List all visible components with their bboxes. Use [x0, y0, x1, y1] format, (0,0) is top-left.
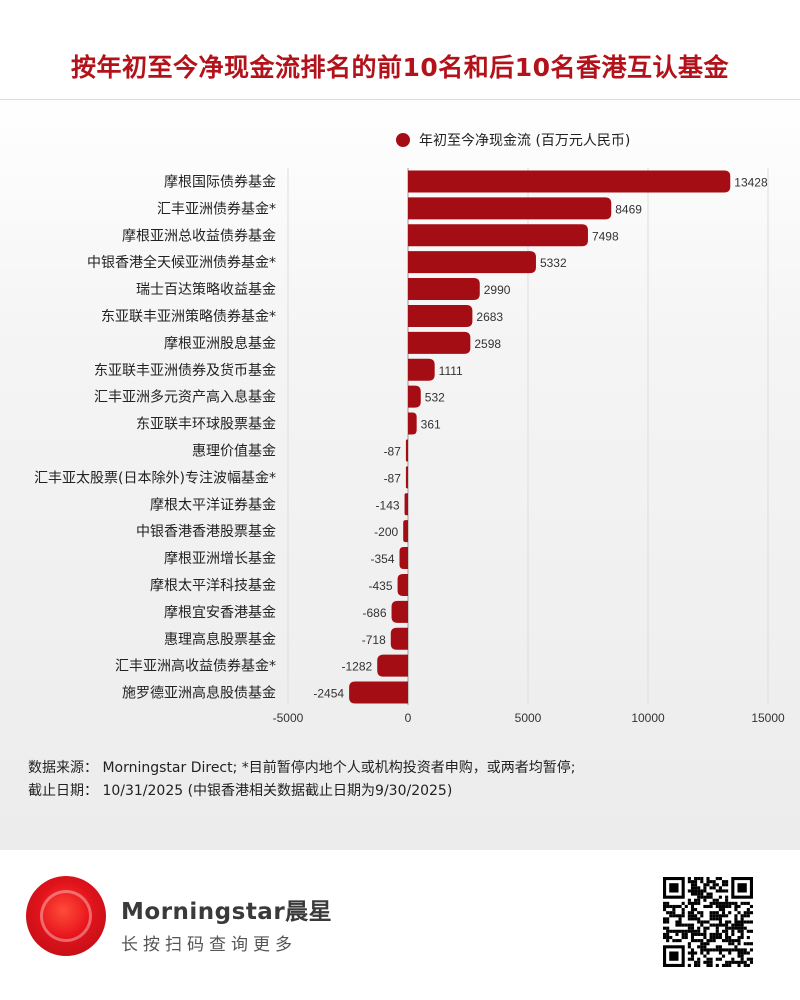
category-label: 东亚联丰环球股票基金 [136, 416, 276, 433]
bar [408, 412, 417, 435]
page-title: 按年初至今净现金流排名的前10名和后10名香港互认基金 [70, 53, 730, 82]
data-label: -686 [363, 606, 387, 620]
bar [405, 466, 408, 489]
data-label: -87 [384, 444, 402, 458]
bar [405, 439, 408, 462]
category-label: 汇丰亚太股票(日本除外)专注波幅基金* [34, 469, 276, 486]
footer-slogan: 长按扫码查询更多 [121, 935, 297, 955]
legend: 年初至今净现金流 (百万元人民币) [396, 130, 630, 150]
category-label: 东亚联丰亚洲策略债券基金* [101, 308, 276, 325]
data-label: -200 [374, 525, 398, 539]
bar [390, 627, 408, 650]
data-label: 13428 [734, 175, 768, 189]
bar [408, 197, 612, 220]
x-tick-label: 15000 [751, 711, 785, 725]
category-label: 中银香港全天候亚洲债券基金* [87, 254, 276, 271]
bar [408, 304, 473, 327]
morningstar-logo-icon [26, 876, 106, 956]
bar [399, 547, 408, 570]
legend-label: 年初至今净现金流 (百万元人民币) [419, 133, 631, 149]
bar [397, 573, 408, 596]
category-label: 汇丰亚洲多元资产高入息基金 [94, 389, 276, 406]
title-divider [0, 99, 800, 100]
category-label: 施罗德亚洲高息股债基金 [122, 685, 276, 702]
bar [408, 170, 731, 193]
data-label: 2990 [484, 283, 511, 297]
data-label: 361 [421, 418, 441, 432]
brand-name: Morningstar晨星 [121, 899, 333, 925]
data-label: -2454 [313, 687, 344, 701]
category-label: 摩根亚洲股息基金 [164, 335, 276, 352]
data-label: 5332 [540, 256, 567, 270]
data-label: 8469 [615, 202, 642, 216]
data-label: 1111 [439, 364, 463, 378]
bar-chart: -5000 0 5000 10000 15000 摩根国际债券基金 13428 汇丰亚洲债券基… [34, 168, 785, 725]
bar [349, 681, 408, 704]
data-label: -143 [376, 498, 400, 512]
category-label: 摩根太平洋证券基金 [150, 496, 276, 513]
data-label: 2598 [474, 337, 501, 351]
logo-inner-circle [40, 890, 92, 942]
data-label: -87 [384, 471, 402, 485]
footer: Morningstar晨星 长按扫码查询更多 [0, 850, 800, 1000]
x-tick-label: 5000 [515, 711, 542, 725]
category-label: 摩根宜安香港基金 [164, 604, 276, 621]
legend-swatch [396, 133, 410, 147]
bar [408, 358, 435, 381]
date-note: 截止日期： 10/31/2025 (中银香港相关数据截止日期为9/30/2025… [28, 783, 453, 799]
data-label: -1282 [342, 660, 373, 674]
bar [408, 278, 480, 301]
category-label: 惠理价值基金 [192, 442, 276, 459]
bar [408, 251, 536, 274]
bar [408, 224, 588, 247]
x-tick-label: -5000 [273, 711, 304, 725]
data-label: 2683 [476, 310, 503, 324]
footnotes: 数据来源： Morningstar Direct; *目前暂停内地个人或机构投资… [28, 757, 576, 803]
bar [377, 654, 408, 677]
category-label: 瑞士百达策略收益基金 [136, 281, 276, 298]
bar [403, 520, 408, 543]
category-label: 汇丰亚洲债券基金* [157, 200, 276, 217]
x-tick-label: 0 [405, 711, 412, 725]
source-note: 数据来源： Morningstar Direct; *目前暂停内地个人或机构投资… [28, 760, 576, 776]
x-tick-label: 10000 [631, 711, 665, 725]
data-label: -435 [369, 579, 393, 593]
bar [391, 600, 408, 623]
qr-code-icon[interactable] [663, 877, 753, 967]
category-label: 摩根亚洲增长基金 [164, 550, 276, 567]
category-label: 摩根亚洲总收益债券基金 [122, 227, 276, 244]
data-label: 532 [425, 391, 445, 405]
bar [408, 331, 471, 354]
data-label: -354 [370, 552, 394, 566]
data-label: 7498 [592, 229, 619, 243]
category-label: 中银香港香港股票基金 [136, 523, 276, 540]
category-label: 汇丰亚洲高收益债券基金* [115, 658, 276, 675]
category-label: 惠理高息股票基金 [164, 631, 276, 648]
category-label: 摩根国际债券基金 [164, 173, 276, 190]
category-label: 东亚联丰亚洲债券及货币基金 [94, 362, 276, 379]
category-label: 摩根太平洋科技基金 [150, 577, 276, 594]
data-label: -718 [362, 633, 386, 647]
bar [408, 385, 421, 408]
bar [404, 493, 408, 516]
